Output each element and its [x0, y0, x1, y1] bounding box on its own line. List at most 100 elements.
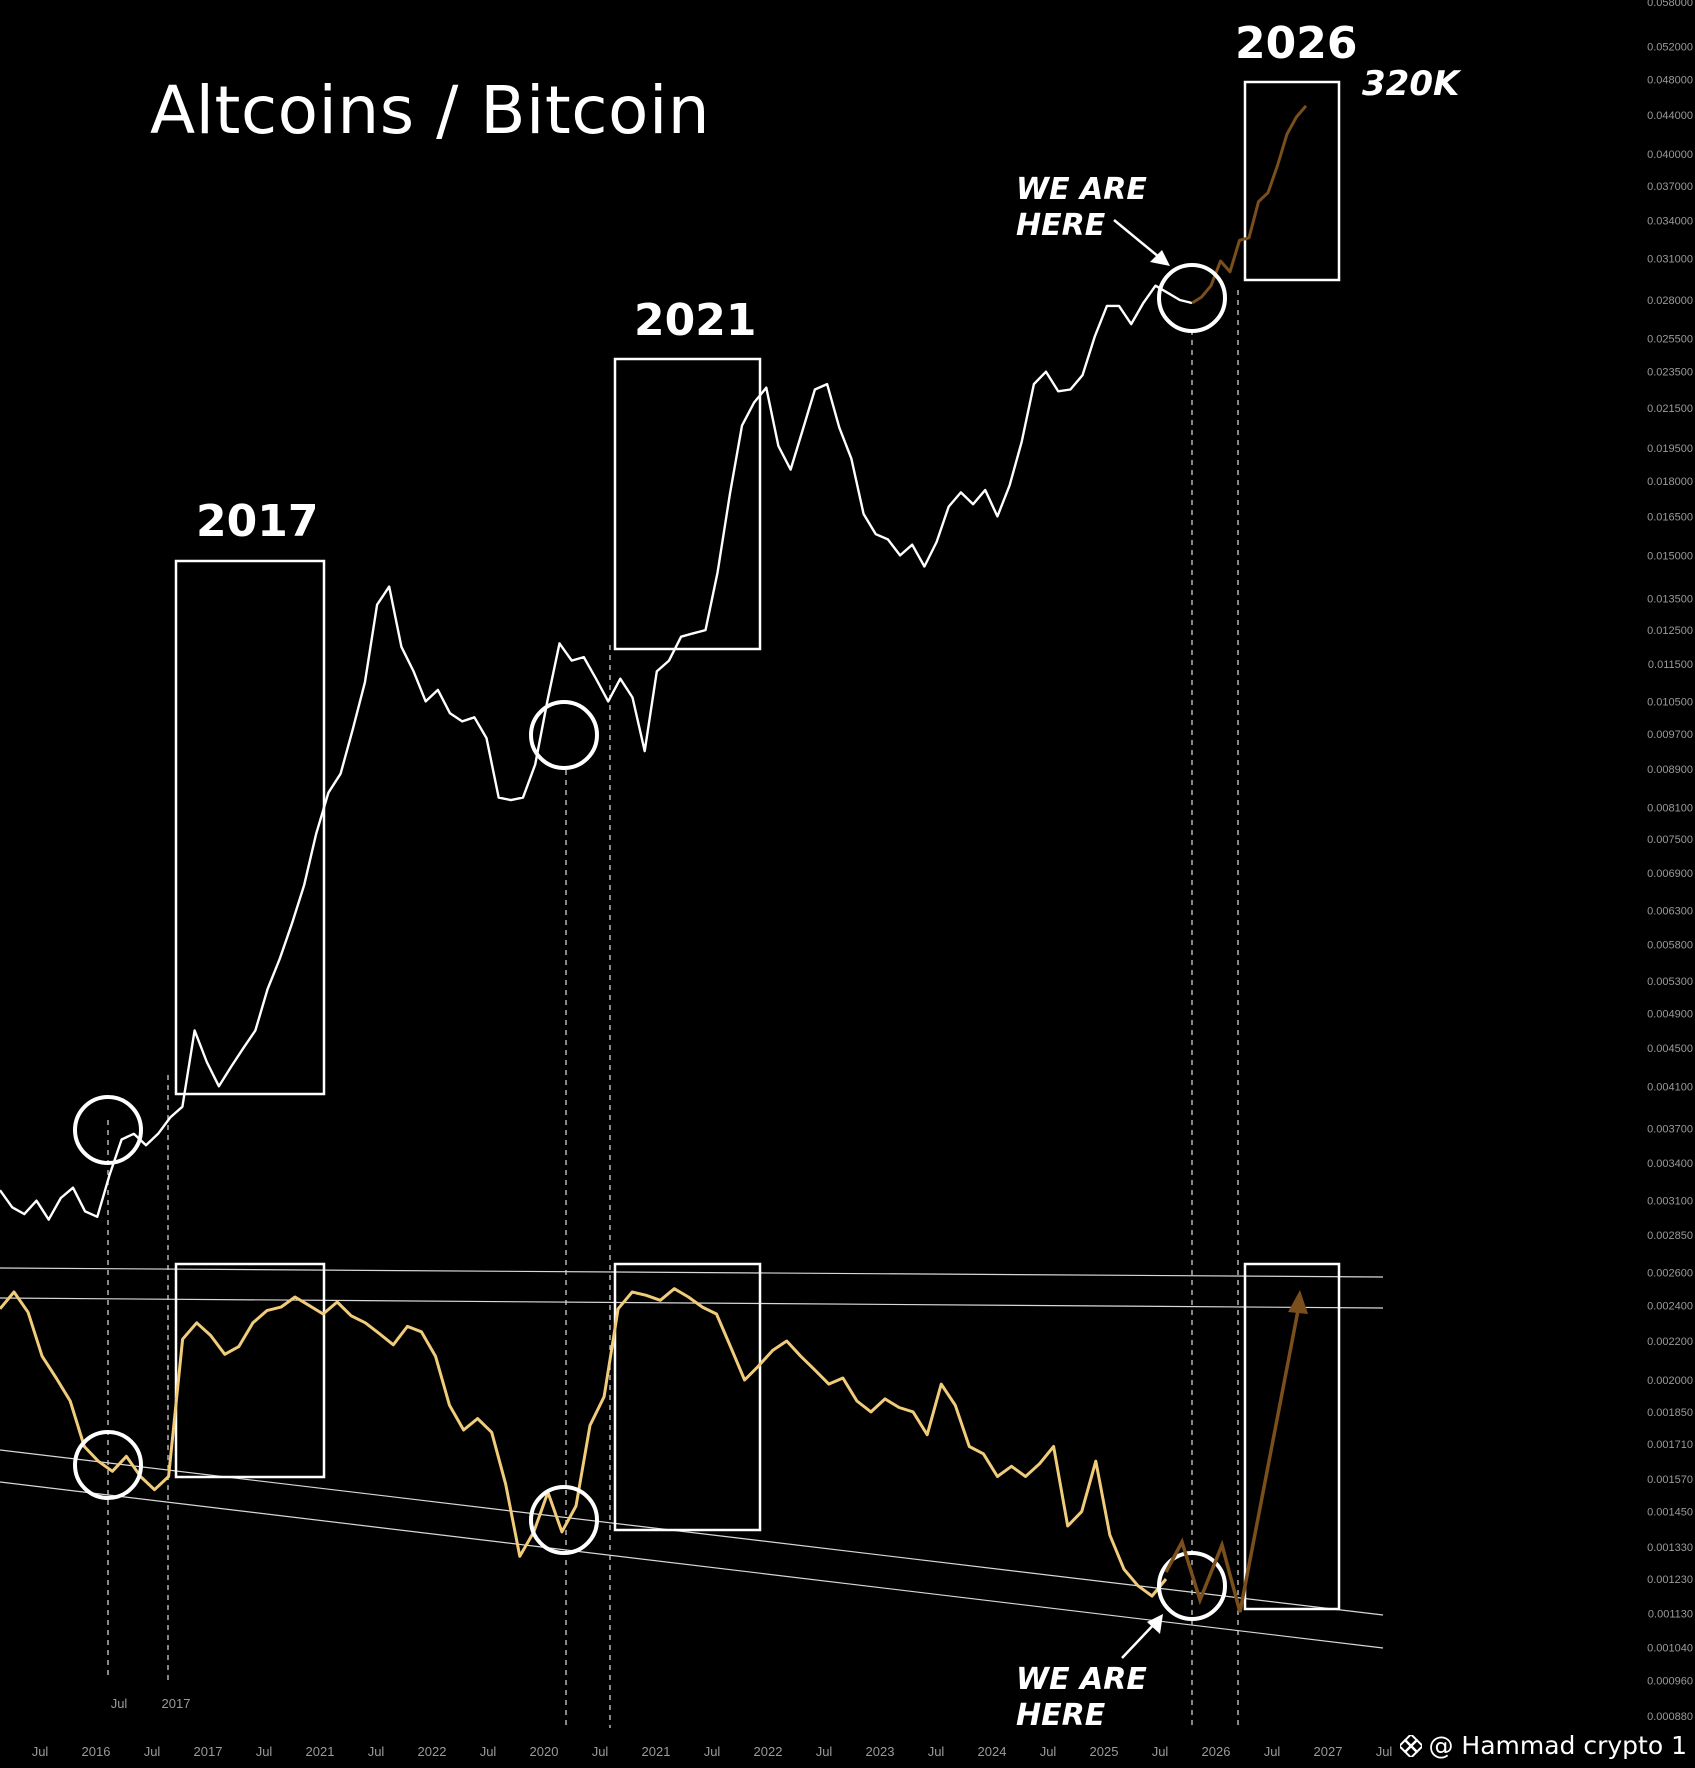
y-tick-label: 0.000960: [1647, 1675, 1693, 1687]
x-tick-label: Jul: [704, 1744, 721, 1759]
chart-title: Altcoins / Bitcoin: [150, 72, 711, 149]
x-tick-label: Jul: [1376, 1744, 1393, 1759]
pointer-arrow-upper: [1113, 219, 1166, 263]
bottom-circle: [529, 700, 599, 770]
x-tick-label: Jul: [1264, 1744, 1281, 1759]
x-tick-label: 2024: [978, 1744, 1007, 1759]
y-tick-label: 0.011500: [1648, 659, 1693, 671]
x-tick-label: 2021: [642, 1744, 671, 1759]
x-tick-label: Jul: [368, 1744, 385, 1759]
y-tick-label: 0.005800: [1647, 939, 1693, 951]
cycle-label-2026: 2026: [1235, 18, 1358, 69]
x-tick-label: Jul: [32, 1744, 49, 1759]
diamond-logo-icon: [1400, 1734, 1423, 1757]
cycle-label-2021: 2021: [634, 295, 757, 346]
y-tick-label: 0.001040: [1647, 1643, 1693, 1655]
watermark-text: @ Hammad crypto 1: [1428, 1731, 1687, 1760]
x-tick-label: 2027: [1314, 1744, 1343, 1759]
watermark: @ Hammad crypto 1: [1400, 1731, 1687, 1760]
y-tick-label: 0.002850: [1647, 1230, 1693, 1242]
cycle-box: [613, 1262, 762, 1532]
y-tick-label: 0.015000: [1647, 550, 1693, 562]
x-tick-label: Jul: [592, 1744, 609, 1759]
y-tick-label: 0.001850: [1647, 1407, 1693, 1419]
y-tick-label: 0.003100: [1647, 1196, 1693, 1208]
y-tick-label: 0.010500: [1647, 696, 1693, 708]
x-tick-label: Jul: [480, 1744, 497, 1759]
x-tick-label: Jul: [816, 1744, 833, 1759]
y-tick-label: 0.001230: [1647, 1574, 1693, 1586]
y-tick-label: 0.021500: [1647, 403, 1693, 415]
x-tick-label: 2016: [82, 1744, 111, 1759]
bottom-circle: [73, 1095, 143, 1165]
y-tick-label: 0.013500: [1647, 594, 1693, 606]
x-tick-label: 2022: [754, 1744, 783, 1759]
y-tick-label: 0.048000: [1647, 74, 1693, 86]
y-tick-label: 0.016500: [1647, 511, 1693, 523]
bottom-circle: [1157, 1551, 1227, 1621]
y-tick-label: 0.008900: [1647, 764, 1693, 776]
x-tick-label: 2020: [530, 1744, 559, 1759]
y-tick-label: 0.001570: [1647, 1474, 1693, 1486]
y-tick-label: 0.002600: [1647, 1268, 1693, 1280]
y-tick-label: 0.000880: [1647, 1711, 1693, 1723]
y-tick-label: 0.005300: [1647, 976, 1693, 988]
x-tick-label: 2023: [866, 1744, 895, 1759]
y-tick-label: 0.012500: [1647, 625, 1693, 637]
y-tick-label: 0.001450: [1647, 1507, 1693, 1519]
y-tick-label: 0.044000: [1647, 110, 1693, 122]
y-tick-label: 0.037000: [1647, 181, 1693, 193]
pointer-arrowhead-upper: [1150, 250, 1170, 266]
y-tick-label: 0.034000: [1647, 216, 1693, 228]
cycle-box: [613, 357, 762, 651]
y-tick-label: 0.023500: [1647, 367, 1693, 379]
bottom-circles: [73, 263, 1227, 1621]
cycle-boxes: [174, 80, 1341, 1611]
cycle-box: [174, 559, 326, 1096]
x-tick-label: Jul: [1040, 1744, 1057, 1759]
we-are-here-label-upper: WE ARE HERE: [1016, 172, 1147, 243]
bottom-circle: [73, 1430, 143, 1500]
price-target-label: 320K: [1362, 64, 1460, 104]
y-tick-label: 0.002200: [1647, 1336, 1693, 1348]
channel-line: [0, 1481, 1384, 1649]
y-tick-label: 0.058000: [1647, 0, 1693, 9]
x-tick-label: Jul: [928, 1744, 945, 1759]
y-tick-label: 0.001330: [1647, 1542, 1693, 1554]
y-tick-label: 0.002000: [1647, 1375, 1693, 1387]
x-tick-label: Jul: [256, 1744, 273, 1759]
y-tick-label: 0.001130: [1648, 1609, 1693, 1621]
bottom-circle: [1157, 263, 1227, 333]
x-tick-label: 2025: [1090, 1744, 1119, 1759]
cycle-box: [1243, 80, 1341, 282]
we-are-here-label-lower: WE ARE HERE: [1016, 1662, 1147, 1733]
y-tick-label: 0.007500: [1647, 834, 1693, 846]
x-tick-label-upper: 2017: [162, 1696, 191, 1711]
y-tick-label: 0.002400: [1647, 1300, 1693, 1312]
cycle-box: [174, 1262, 326, 1479]
x-tick-label: Jul: [144, 1744, 161, 1759]
y-tick-label: 0.006900: [1647, 868, 1693, 880]
series-lines: [0, 104, 1308, 1598]
oscillator-line: [0, 1287, 1168, 1598]
projection-line: [1191, 104, 1308, 305]
x-tick-label: Jul: [1152, 1744, 1169, 1759]
x-tick-label: 2026: [1202, 1744, 1231, 1759]
y-tick-label: 0.018000: [1647, 476, 1693, 488]
pointer-arrowhead-lower: [1147, 1614, 1163, 1634]
cycle-label-2017: 2017: [196, 496, 319, 547]
y-tick-label: 0.025500: [1647, 333, 1693, 345]
channel-line: [0, 1449, 1384, 1616]
y-tick-label: 0.009700: [1647, 729, 1693, 741]
channel-line: [0, 1267, 1384, 1278]
y-tick-label: 0.028000: [1647, 295, 1693, 307]
y-tick-label: 0.003400: [1647, 1158, 1693, 1170]
y-tick-label: 0.004500: [1647, 1043, 1693, 1055]
x-tick-label: 2017: [194, 1744, 223, 1759]
y-tick-label: 0.040000: [1647, 149, 1693, 161]
bottom-circle: [529, 1485, 599, 1555]
altcoins-btc-price-line: [0, 284, 1193, 1221]
x-tick-label: 2022: [418, 1744, 447, 1759]
y-tick-label: 0.006300: [1647, 905, 1693, 917]
